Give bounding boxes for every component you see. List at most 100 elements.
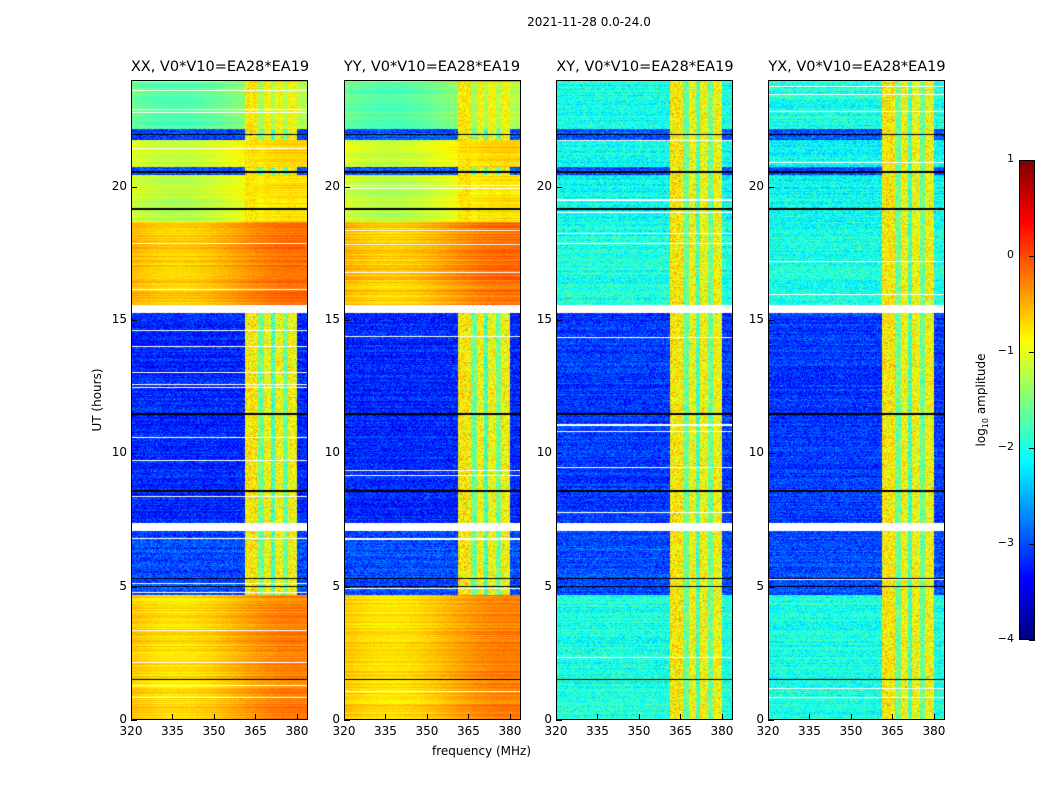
x-tick-label: 350 [415, 724, 439, 738]
x-tick [385, 714, 387, 720]
y-tick [556, 720, 562, 721]
x-tick [131, 714, 132, 720]
y-tick [768, 720, 774, 721]
x-tick [172, 714, 174, 720]
y-tick-label: 5 [332, 578, 340, 593]
x-tick [933, 714, 935, 720]
y-tick-label: 15 [324, 312, 340, 326]
y-tick [768, 586, 774, 588]
x-tick [296, 714, 298, 720]
y-tick-label: 20 [536, 178, 552, 193]
y-tick-label: 0 [119, 712, 127, 726]
y-tick [556, 586, 562, 588]
y-tick [131, 720, 137, 721]
y-tick-label: 20 [748, 178, 764, 193]
y-tick [768, 186, 774, 188]
y-tick-label: 10 [324, 445, 340, 460]
x-tick [509, 714, 511, 720]
colorbar-tick [1029, 160, 1035, 161]
x-tick [850, 714, 852, 720]
x-tick-label: 335 [374, 724, 397, 738]
x-tick-label: 335 [161, 724, 184, 738]
colorbar-tick [1029, 640, 1035, 641]
heatmap-canvas-yx [769, 81, 944, 719]
x-tick [680, 714, 682, 720]
x-tick-label: 380 [498, 724, 522, 738]
panel-title-xx: XX, V0*V10=EA28*EA19 [130, 59, 310, 75]
x-tick-label: 320 [544, 724, 568, 738]
y-tick-label: 10 [748, 445, 764, 460]
y-tick-label: 15 [748, 312, 764, 326]
colorbar-tick-label: −1 [997, 344, 1014, 357]
y-tick-label: 0 [544, 712, 552, 726]
x-tick-label: 350 [627, 724, 651, 738]
y-tick-label: 20 [111, 178, 127, 193]
x-tick-label: 350 [202, 724, 226, 738]
x-tick [426, 714, 428, 720]
y-tick-label: 15 [111, 312, 127, 326]
heatmap-canvas-xx [132, 81, 307, 719]
x-tick [556, 714, 557, 720]
colorbar-tick [1029, 448, 1035, 449]
y-tick [556, 453, 562, 455]
y-tick [131, 320, 137, 321]
x-tick-label: 365 [244, 724, 267, 738]
y-tick [344, 453, 350, 455]
y-tick-label: 0 [756, 712, 764, 726]
x-tick-label: 335 [798, 724, 821, 738]
x-tick-label: 365 [669, 724, 692, 738]
colorbar [1019, 160, 1035, 640]
heatmap-canvas-yy [345, 81, 520, 719]
x-tick-label: 320 [756, 724, 780, 738]
x-tick-label: 350 [839, 724, 863, 738]
colorbar-label: log10 amplitude [973, 353, 991, 447]
x-tick [468, 714, 470, 720]
x-tick-label: 365 [457, 724, 480, 738]
colorbar-tick [1029, 352, 1035, 353]
x-tick-label: 365 [881, 724, 904, 738]
y-tick [131, 186, 137, 188]
heatmap-yy [344, 80, 521, 720]
colorbar-gradient [1020, 161, 1034, 639]
x-tick [892, 714, 894, 720]
y-tick-label: 10 [111, 445, 127, 460]
panel-title-yy: YY, V0*V10=EA28*EA19 [343, 59, 521, 75]
y-tick [131, 586, 137, 588]
colorbar-tick-label: 1 [1007, 152, 1014, 165]
y-axis-label: UT (hours) [90, 368, 104, 432]
y-tick [131, 453, 137, 455]
heatmap-xy [556, 80, 733, 720]
figure-title: 2021-11-28 0.0-24.0 [527, 15, 651, 29]
y-tick [768, 320, 774, 321]
panel-title-yx: YX, V0*V10=EA28*EA19 [768, 59, 946, 75]
heatmap-canvas-xy [557, 81, 732, 719]
y-tick [344, 720, 350, 721]
heatmap-yx [768, 80, 945, 720]
x-tick [809, 714, 811, 720]
x-tick [768, 714, 769, 720]
y-tick-label: 15 [536, 312, 552, 326]
x-tick-label: 335 [586, 724, 609, 738]
heatmap-xx [131, 80, 308, 720]
colorbar-tick-label: 0 [1007, 248, 1014, 261]
y-tick [344, 586, 350, 588]
x-tick-label: 320 [119, 724, 143, 738]
x-tick [213, 714, 215, 720]
y-tick [768, 453, 774, 455]
colorbar-tick-label: −4 [997, 632, 1014, 645]
x-tick [255, 714, 257, 720]
x-tick [344, 714, 345, 720]
colorbar-tick [1029, 256, 1035, 257]
x-axis-label: frequency (MHz) [432, 744, 532, 758]
y-tick [556, 320, 562, 321]
x-tick [597, 714, 599, 720]
y-tick [344, 320, 350, 321]
x-tick-label: 320 [332, 724, 356, 738]
colorbar-tick [1029, 544, 1035, 545]
colorbar-tick-label: −2 [997, 440, 1014, 453]
colorbar-tick-label: −3 [997, 536, 1014, 549]
x-tick-label: 380 [710, 724, 734, 738]
y-tick-label: 5 [544, 578, 552, 593]
y-tick-label: 5 [756, 578, 764, 593]
